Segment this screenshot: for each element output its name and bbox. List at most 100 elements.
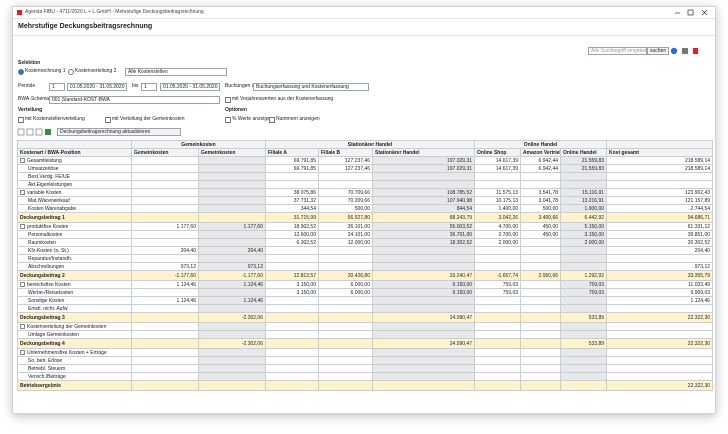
table-row: Betriebsergebnis 22.322,30 xyxy=(17,380,714,391)
value-cell: 18.902,52 xyxy=(265,222,319,231)
row-label-text: Betriebl. Steuern xyxy=(28,365,66,372)
value-cell: 973,12 xyxy=(606,262,714,271)
row-label-text: Kfz-Kosten (o. St.) xyxy=(28,247,69,254)
value-cell: 69.791,85 xyxy=(265,156,319,165)
value-cell: 759,03 xyxy=(560,288,608,297)
value-cell xyxy=(474,356,522,365)
checkbox[interactable] xyxy=(269,117,275,123)
row-label: Sonstige Kosten xyxy=(17,296,132,305)
row-label: Umlage Gemeinkosten xyxy=(17,330,132,339)
table-row: Akt.Eigenleistungen xyxy=(17,180,714,189)
value-cell xyxy=(371,330,476,339)
value-cell xyxy=(474,322,522,331)
search-input[interactable]: Alle Suchbegriff eingeben... xyxy=(588,47,647,55)
value-cell xyxy=(198,156,266,165)
value-cell xyxy=(131,330,199,339)
label: BWA-Schema xyxy=(18,96,50,102)
value-cell: 20.302,52 xyxy=(606,238,714,247)
table-row: Versich./Beiträge xyxy=(17,372,714,381)
value-cell xyxy=(198,238,266,247)
value-cell xyxy=(318,312,373,323)
value-cell xyxy=(560,330,608,339)
value-cell: 5.150,00 xyxy=(560,222,608,231)
value-cell xyxy=(318,364,373,373)
value-cell: 2.700,00 xyxy=(474,230,522,239)
value-cell xyxy=(198,364,266,373)
value-cell: 36.701,00 xyxy=(371,230,476,239)
row-label-text: produktfixe Kosten xyxy=(27,223,69,230)
value-cell: 24.101,00 xyxy=(318,230,373,239)
window-controls[interactable] xyxy=(671,7,711,18)
radio[interactable] xyxy=(68,69,74,75)
value-cell xyxy=(474,172,522,181)
value-cell: 500,00 xyxy=(318,204,373,213)
table-row: Deckungsbeitrag 4 -2.302,06 24.090,47 533,8… xyxy=(17,338,714,349)
value-cell xyxy=(131,348,199,357)
checkbox[interactable] xyxy=(225,117,231,123)
value-cell xyxy=(606,254,714,263)
bookings-select[interactable]: Buchungserfassung und Kostenerfassung xyxy=(253,83,369,91)
result-table: Gemeinkosten Stationärer Handel Online Han… xyxy=(17,140,714,391)
bwa-select[interactable]: 001 Standard-KOST-BWA xyxy=(49,96,220,104)
value-cell: 844,54 xyxy=(371,204,476,213)
row-label: Deckungsbeitrag 3 xyxy=(17,312,132,323)
toolbar-buttons[interactable] xyxy=(17,128,87,137)
value-cell: 21.559,83 xyxy=(560,164,608,173)
header-cell xyxy=(17,140,132,149)
period-input[interactable]: 1 xyxy=(49,83,65,91)
row-label: Umsatzerlöse xyxy=(17,164,132,173)
row-label-text: Umsatzerlöse xyxy=(28,165,59,172)
search-button[interactable]: suchen xyxy=(647,47,669,55)
row-label: Deckungsbeitrag 1 xyxy=(17,212,132,223)
value-cell: 11.033,49 xyxy=(606,280,714,289)
radio[interactable] xyxy=(18,69,24,75)
value-cell: 38.075,86 xyxy=(265,188,319,197)
refresh-button[interactable]: Deckungsbeitragsrechnung aktualisieren xyxy=(57,128,181,136)
value-cell xyxy=(318,322,373,331)
value-cell: 15.116,91 xyxy=(560,188,608,197)
checkbox-label: mit Verteilung der Gemeinkosten xyxy=(112,116,185,122)
row-label: Kostenverteilung der Gemeinkosten xyxy=(17,322,132,331)
value-cell: 36.101,00 xyxy=(318,222,373,231)
cost-center-select[interactable]: Alle Kostenstellen xyxy=(125,68,227,76)
period-range: 01.05.2020 - 31.05.2020 xyxy=(160,83,220,91)
value-cell xyxy=(198,172,266,181)
value-cell: 759,03 xyxy=(560,280,608,289)
value-cell xyxy=(371,348,476,357)
value-cell: 33.355,79 xyxy=(606,270,714,281)
value-cell xyxy=(520,304,562,313)
checkbox-label: % Werte anzeigen xyxy=(232,116,273,122)
value-cell: 12.000,00 xyxy=(318,238,373,247)
checkbox[interactable] xyxy=(105,117,111,123)
value-cell: 1.177,60 xyxy=(198,222,266,231)
value-cell xyxy=(318,180,373,189)
period-input[interactable]: 1 xyxy=(141,83,157,91)
heading: Mehrstufige Deckungsbeitragsrechnung xyxy=(18,23,153,30)
value-cell: 1.400,00 xyxy=(474,204,522,213)
checkbox[interactable] xyxy=(18,117,24,123)
row-label-text: Versich./Beiträge xyxy=(28,373,66,380)
value-cell xyxy=(560,364,608,373)
table-row: Emstl. nicht. Aufw. xyxy=(17,304,714,313)
row-label: Reparatur/Instandh. xyxy=(17,254,132,263)
value-cell xyxy=(520,254,562,263)
value-cell: 22.322,30 xyxy=(606,380,714,391)
value-cell: 9.150,00 xyxy=(371,288,476,297)
toolbar-icons[interactable] xyxy=(669,46,709,56)
row-label: Raumkosten xyxy=(17,238,132,247)
row-label-text: Gesamtleistung xyxy=(27,157,62,164)
row-label-text: Umlage Gemeinkosten xyxy=(28,331,79,338)
row-label: Abschreibungen xyxy=(17,262,132,271)
value-cell xyxy=(606,348,714,357)
checkbox[interactable] xyxy=(225,97,231,103)
value-cell xyxy=(131,238,199,247)
title-bar: Agenda FIBU - 4711/2020 L + L GmbH - Meh… xyxy=(13,7,715,19)
value-cell xyxy=(265,372,319,381)
row-label-text: Unternehmensfixe Kosten + Erträge xyxy=(27,349,107,356)
value-cell: 22.322,30 xyxy=(606,338,714,349)
value-cell xyxy=(198,254,266,263)
value-cell xyxy=(474,304,522,313)
row-label-text: Akt.Eigenleistungen xyxy=(28,181,73,188)
checkbox-label: mit Vorjahreswerten aus der Kostenerfass… xyxy=(232,96,334,102)
value-cell xyxy=(198,230,266,239)
